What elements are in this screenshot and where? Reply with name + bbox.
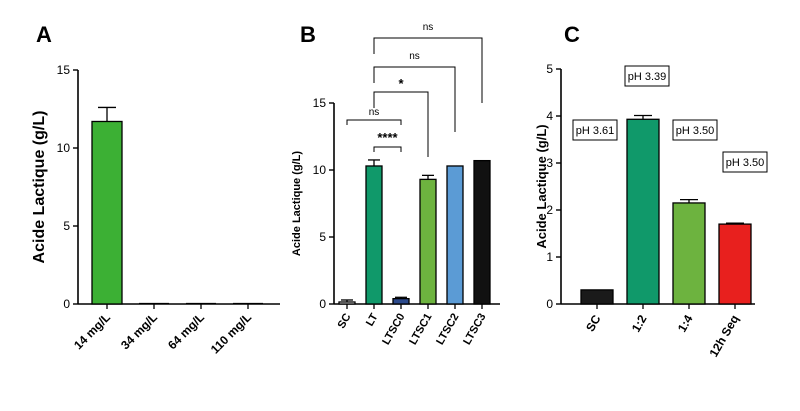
x-tick-label: 64 mg/L — [165, 310, 207, 352]
x-tick-label: 14 mg/L — [71, 310, 113, 352]
y-tick-label: 0 — [63, 297, 70, 311]
significance-label: * — [398, 76, 404, 91]
bar — [718, 223, 752, 305]
bar — [626, 118, 660, 305]
panel-c: C Acide Lactique (g/L) 0 1 2 3 4 5 SC 1:2 1:4 12h S… — [534, 22, 768, 360]
significance-bracket — [346, 119, 402, 125]
bar — [580, 289, 614, 305]
y-axis-label: Acide Lactique (g/L) — [534, 124, 549, 248]
bar — [392, 297, 410, 305]
y-tick-label: 3 — [546, 156, 553, 170]
x-tick-label: SC — [583, 312, 604, 334]
x-tick-label: LTSC2 — [434, 312, 461, 347]
significance-bracket — [373, 146, 402, 152]
y-tick-label: 0 — [319, 297, 326, 311]
ph-annotation-label: pH 3.50 — [726, 157, 765, 169]
significance-label: ns — [409, 51, 420, 62]
ph-annotation-box — [624, 65, 670, 87]
ph-annotation-label: pH 3.61 — [576, 125, 615, 137]
bar — [419, 178, 437, 305]
x-tick-label: LTSC1 — [407, 312, 434, 347]
y-tick-label: 5 — [319, 230, 326, 244]
y-axis-label: Acide Lactique (g/L) — [291, 151, 303, 256]
ph-annotation-box — [572, 119, 618, 141]
bar — [91, 120, 123, 305]
x-tick-label: 1:4 — [675, 312, 696, 334]
panel-letter: C — [564, 22, 580, 47]
significance-label: ns — [423, 22, 434, 33]
y-tick-label: 1 — [546, 250, 553, 264]
y-tick-label: 15 — [313, 96, 327, 110]
y-tick-label: 10 — [57, 141, 71, 155]
y-axis-label: Acide Lactique (g/L) — [31, 111, 48, 264]
ph-annotation-box — [722, 151, 768, 173]
x-tick-label: SC — [336, 311, 354, 330]
bar — [365, 165, 383, 305]
y-tick-label: 5 — [546, 62, 553, 76]
bar — [446, 165, 464, 305]
x-tick-label: LTSC3 — [461, 312, 488, 347]
bar — [672, 202, 706, 305]
x-tick-label: 12h Seq — [706, 313, 741, 360]
x-tick-label: LT — [364, 311, 381, 328]
y-tick-label: 15 — [57, 63, 71, 77]
x-tick-label: 1:2 — [629, 312, 650, 334]
significance-bracket — [373, 66, 456, 132]
y-tick-label: 2 — [546, 203, 553, 217]
panel-letter: A — [36, 22, 52, 47]
y-tick-label: 0 — [546, 297, 553, 311]
ph-annotation-label: pH 3.39 — [628, 71, 667, 83]
panel-a: A Acide Lactique (g/L) 0 5 10 15 14 mg/L 34 mg/… — [31, 22, 280, 356]
ph-annotation-box — [672, 119, 718, 141]
significance-label: **** — [377, 130, 398, 145]
significance-label: ns — [369, 107, 380, 118]
y-tick-label: 5 — [63, 219, 70, 233]
x-tick-label: LTSC0 — [380, 312, 407, 347]
x-tick-label: 34 mg/L — [118, 310, 160, 352]
ph-annotation-label: pH 3.50 — [676, 125, 715, 137]
bar — [338, 301, 356, 305]
x-tick-label: 110 mg/L — [208, 310, 254, 356]
bar — [473, 159, 491, 305]
panel-letter: B — [300, 22, 316, 47]
significance-bracket — [373, 91, 429, 157]
y-tick-label: 10 — [313, 163, 327, 177]
significance-bracket — [373, 37, 483, 103]
y-tick-label: 4 — [546, 109, 553, 123]
